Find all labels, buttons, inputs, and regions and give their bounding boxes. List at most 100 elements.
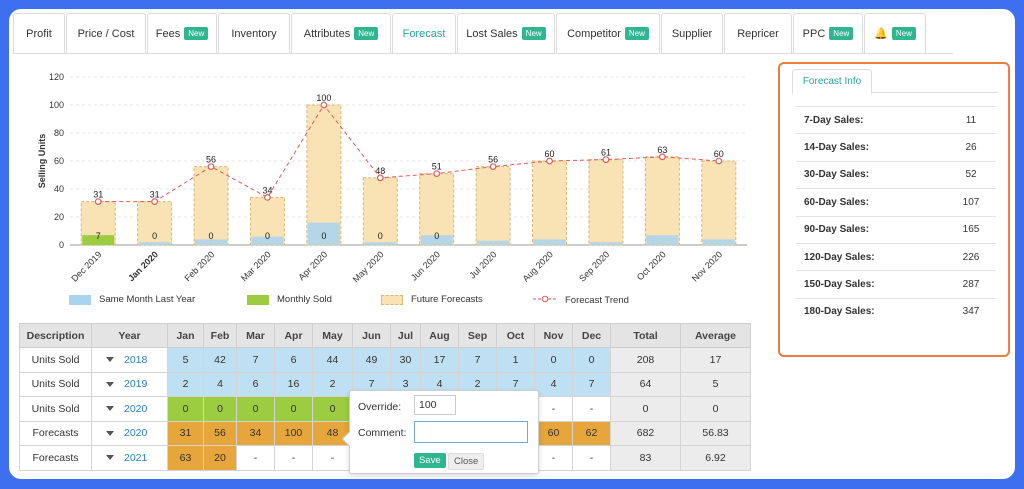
month-cell[interactable]: 34 [236,420,275,446]
month-cell: 5 [167,347,204,373]
tab-attributes[interactable]: Attributes New [291,13,391,53]
bar-future-forecast [475,166,511,246]
column-header[interactable]: Dec [572,323,611,348]
month-cell[interactable]: 62 [572,420,611,446]
tab-competitor[interactable]: Competitor New [556,13,660,53]
month-cell: 30 [390,347,421,373]
tab-supplier[interactable]: Supplier [661,13,723,53]
year-link[interactable]: 2020 [124,427,148,440]
forecast-trend-point [207,163,215,170]
bar-forecast-label: 56 [488,155,498,165]
legend-item[interactable]: Future Forecasts [381,294,483,305]
month-cell[interactable]: 31 [167,420,204,446]
month-cell[interactable]: - [534,445,573,471]
x-tick-label: Mar 2020 [239,249,273,283]
bar-same-month-last-year [138,242,171,245]
year-toggle[interactable]: 2019 [91,371,168,397]
year-link[interactable]: 2021 [124,451,148,464]
bar-future-forecast [588,159,624,246]
month-cell[interactable]: - [312,445,353,471]
legend-item[interactable]: Same Month Last Year [69,294,195,305]
row-description: Forecasts [19,445,92,471]
tab-label: Profit [26,27,52,40]
month-cell[interactable]: 63 [167,445,204,471]
bar-forecast-label: 31 [93,190,103,200]
tab-forecast[interactable]: Forecast [392,13,456,53]
tab-label: Price / Cost [77,27,135,40]
month-cell: 4 [534,371,573,397]
caret-down-icon[interactable] [106,381,114,387]
column-header[interactable]: Apr [274,323,313,348]
caret-down-icon[interactable] [106,430,114,436]
column-header[interactable]: Total [610,323,681,348]
month-cell: 6 [236,371,275,397]
bar-sold-label: 7 [96,231,101,241]
comment-input[interactable] [414,421,528,443]
column-header[interactable]: May [312,323,353,348]
month-cell: 0 [312,396,353,422]
month-cell[interactable]: 60 [534,420,573,446]
year-link[interactable]: 2018 [124,353,148,366]
month-cell[interactable]: 56 [203,420,237,446]
total-cell: 83 [610,445,681,471]
caret-down-icon[interactable] [106,406,114,412]
column-header[interactable]: Nov [534,323,573,348]
month-cell: 7 [458,347,497,373]
tab-repricer[interactable]: Repricer [724,13,792,53]
month-cell[interactable]: - [274,445,313,471]
tab-label: Attributes [303,27,351,40]
column-header[interactable]: Jul [390,323,421,348]
caret-down-icon[interactable] [106,455,114,461]
month-cell[interactable]: - [236,445,275,471]
tab-ppc[interactable]: PPC New [793,13,863,53]
column-header[interactable]: Average [680,323,751,348]
x-tick-label: Oct 2020 [635,249,668,282]
tab-notifications[interactable]: 🔔 New [864,13,926,53]
tab-label: Competitor [567,27,621,40]
legend-item[interactable]: Monthly Sold [247,294,332,305]
forecast-trend-point [320,101,328,109]
month-cell[interactable]: 20 [203,445,237,471]
year-toggle[interactable]: 2020 [91,420,168,446]
bar-sold-label: 0 [434,231,439,241]
legend-swatch [381,294,403,305]
new-badge: New [624,27,649,40]
tab-profit[interactable]: Profit [13,13,65,53]
save-button[interactable]: Save [414,453,446,468]
tab-inventory[interactable]: Inventory [218,13,290,53]
month-cell[interactable]: - [572,445,611,471]
tab-fees[interactable]: Fees New [147,13,217,53]
year-toggle[interactable]: 2021 [91,445,168,471]
year-toggle[interactable]: 2020 [91,396,168,422]
column-header[interactable]: Feb [203,323,237,348]
column-header[interactable]: Jun [352,323,391,348]
year-toggle[interactable]: 2018 [91,347,168,373]
column-header[interactable]: Jan [167,323,204,348]
tab-bar: Profit Price / Cost Fees New Inventory Attrib… [13,13,927,53]
column-header[interactable]: Description [19,323,92,348]
forecast-trend-point [433,170,441,177]
legend-swatch [533,294,557,307]
tab-lost-sales[interactable]: Lost Sales New [457,13,555,53]
legend-label: Forecast Trend [565,295,629,306]
caret-down-icon[interactable] [106,357,114,363]
column-header[interactable]: Year [91,323,168,348]
bar-forecast-label: 34 [262,185,272,195]
column-header[interactable]: Mar [236,323,275,348]
bar-sold-label: 0 [265,231,270,241]
tab-forecast-info[interactable]: Forecast Info [792,69,872,94]
override-input[interactable] [414,395,456,415]
year-link[interactable]: 2019 [124,378,148,391]
column-header[interactable]: Sep [458,323,497,348]
tab-price-cost[interactable]: Price / Cost [66,13,146,53]
column-header[interactable]: Aug [420,323,459,348]
tab-divider [13,53,953,54]
legend-item[interactable]: Forecast Trend [533,294,629,307]
month-cell: 0 [534,347,573,373]
y-tick-label: 0 [59,240,64,250]
column-header[interactable]: Oct [496,323,535,348]
bar-forecast-label: 61 [601,148,611,158]
year-link[interactable]: 2020 [124,402,148,415]
month-cell[interactable]: 100 [274,420,313,446]
close-button[interactable]: Close [448,453,485,470]
